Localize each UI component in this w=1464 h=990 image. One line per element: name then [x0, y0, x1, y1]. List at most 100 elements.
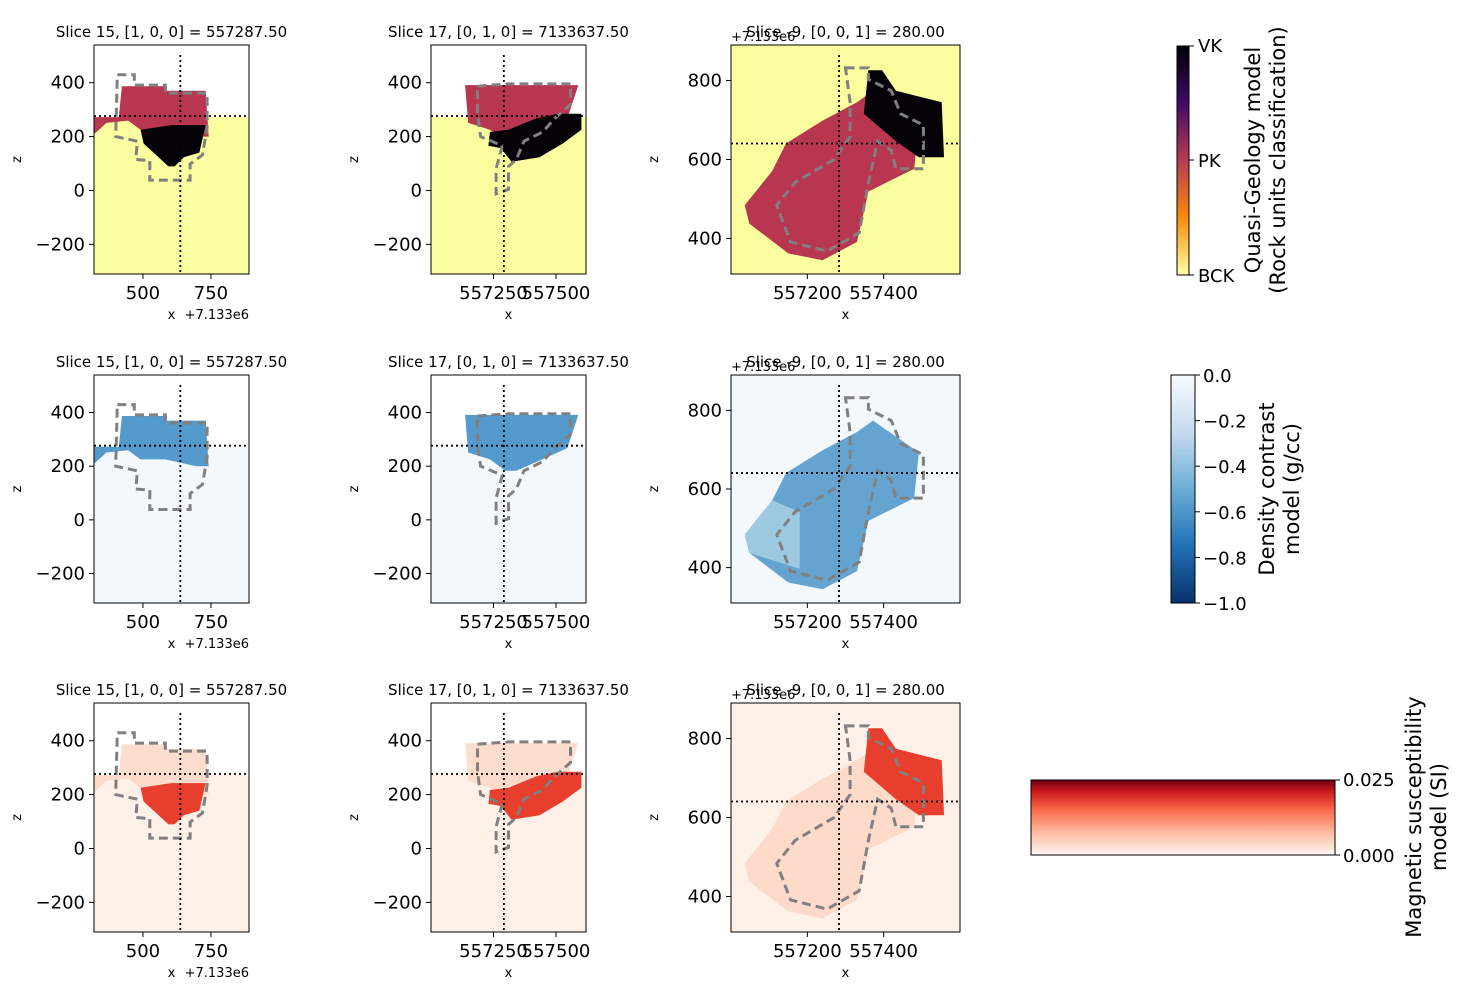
plot-area [94, 713, 249, 932]
colorbar-density-label-1: Density contrast [1255, 402, 1279, 575]
colorbar-density-tick-label: −0.6 [1203, 503, 1247, 524]
y-axis-label: z [347, 485, 362, 492]
x-axis-label: x [505, 308, 513, 323]
x-tick-label: 557400 [849, 283, 918, 304]
panel-geology-slice-x: Slice 15, [1, 0, 0] = 557287.50 500 750 −20… [10, 23, 287, 323]
axes-frame [430, 374, 587, 604]
axes-frame [93, 702, 250, 933]
y-tick-label: 400 [388, 73, 422, 94]
panel-title: Slice 15, [1, 0, 0] = 557287.50 [56, 23, 287, 41]
density-anomaly-weak [744, 500, 800, 569]
x-tick-label: 750 [194, 612, 228, 633]
x-tick-label: 750 [194, 283, 228, 304]
y-tick-label: 200 [388, 127, 422, 148]
y-axis-label: z [10, 156, 25, 163]
x-tick-label: 557250 [459, 612, 528, 633]
y-tick-label: 400 [688, 886, 722, 907]
unit-vk [140, 125, 206, 167]
panel-title: Slice -9, [0, 0, 1] = 280.00 [746, 23, 945, 41]
colorbar-geology-bar [1176, 45, 1190, 276]
y-tick-label: 400 [388, 403, 422, 424]
colorbar-magnetic: 0.025 0.000 Magnetic susceptibility mode… [1030, 696, 1451, 938]
x-axis-label: x [505, 637, 513, 652]
axes-frame [93, 374, 250, 604]
panel-title: Slice 17, [0, 1, 0] = 7133637.50 [388, 353, 629, 371]
axes-frame [430, 44, 587, 275]
colorbar-magnetic-tick-min: 0.000 [1343, 846, 1395, 867]
panel-geology-slice-z: Slice -9, [0, 0, 1] = 280.00 557200 557400… [647, 23, 961, 323]
offset-label: +7.133e6 [185, 637, 249, 652]
vk-contour [476, 82, 572, 196]
axes-frame [430, 702, 587, 933]
panel-magnetic-slice-x: Slice 15, [1, 0, 0] = 557287.50 500 750 −20… [10, 681, 287, 981]
unit-vk [488, 113, 582, 162]
plot-area [431, 55, 586, 274]
colorbar-geology-label-2: (Rock units classification) [1266, 26, 1290, 293]
unit-pk [465, 85, 579, 142]
y-tick-label: 800 [688, 400, 722, 421]
plot-area [731, 375, 960, 603]
magnetic-anomaly-weak [744, 748, 919, 919]
y-tick-label: 800 [688, 729, 722, 750]
background-rock [431, 446, 586, 603]
colorbar-density-tick-label: −1.0 [1203, 594, 1247, 615]
magnetic-anomaly [488, 771, 582, 820]
vk-contour [476, 740, 572, 855]
x-axis-label: x [842, 308, 850, 323]
panel-title: Slice -9, [0, 0, 1] = 280.00 [746, 681, 945, 699]
x-tick-label: 557500 [522, 612, 591, 633]
colorbar-density-tick-label: −0.4 [1203, 457, 1247, 478]
offset-label: +7.133e6 [185, 966, 249, 981]
y-axis-label: z [10, 485, 25, 492]
x-tick-label: 500 [126, 612, 160, 633]
y-tick-label: 0 [411, 838, 422, 859]
panel-title: Slice -9, [0, 0, 1] = 280.00 [746, 353, 945, 371]
y-tick-label: 400 [51, 403, 85, 424]
x-tick-label: 500 [126, 283, 160, 304]
y-tick-label: −200 [373, 892, 422, 913]
magnetic-anomaly-weak [94, 744, 209, 795]
vk-contour [114, 731, 209, 840]
y-tick-label: 200 [388, 456, 422, 477]
y-tick-label: 200 [51, 127, 85, 148]
x-tick-label: 557500 [522, 941, 591, 962]
colorbar-density-tick-label: 0.0 [1203, 366, 1232, 387]
y-tick-label: 400 [51, 731, 85, 752]
vk-contour [114, 73, 209, 182]
y-tick-label: −200 [373, 234, 422, 255]
x-axis-label: x [168, 308, 176, 323]
plot-area [431, 385, 586, 603]
x-axis-label: x [842, 637, 850, 652]
vk-contour [114, 403, 209, 511]
panel-density-slice-y: Slice 17, [0, 1, 0] = 7133637.50 55725055… [347, 353, 629, 652]
y-tick-label: 200 [51, 785, 85, 806]
y-tick-label: 600 [688, 808, 722, 829]
background-rock [94, 446, 249, 603]
offset-label: +7.133e6 [731, 360, 795, 375]
x-axis-label: x [168, 637, 176, 652]
y-tick-label: −200 [36, 892, 85, 913]
x-tick-label: 557500 [522, 283, 591, 304]
colorbar-density-label-2: model (g/cc) [1280, 423, 1304, 555]
vk-contour [476, 412, 572, 526]
panels: Slice 15, [1, 0, 0] = 557287.50 500 750 −20… [10, 23, 961, 981]
y-tick-label: 800 [688, 71, 722, 92]
y-tick-label: −200 [36, 234, 85, 255]
colorbar-density-tick-label: −0.2 [1203, 412, 1247, 433]
y-tick-label: 400 [688, 228, 722, 249]
plot-area [731, 703, 960, 932]
magnetic-anomaly [140, 783, 206, 825]
y-axis-label: z [347, 156, 362, 163]
density-anomaly [465, 414, 579, 471]
colorbar-geology-tick-bck: BCK [1198, 266, 1236, 287]
colorbar-geology-label-1: Quasi-Geology model [1241, 47, 1265, 273]
y-tick-label: −200 [36, 563, 85, 584]
x-tick-label: 557200 [773, 283, 842, 304]
offset-label: +7.133e6 [731, 688, 795, 703]
y-tick-label: −200 [373, 563, 422, 584]
x-tick-label: 557250 [459, 283, 528, 304]
colorbar-density-bar [1170, 374, 1196, 604]
magnetic-anomaly-weak [465, 743, 579, 800]
y-axis-label: z [647, 814, 662, 821]
colorbar-geology: VK PK BCK Quasi-Geology model (Rock unit… [1176, 26, 1290, 294]
